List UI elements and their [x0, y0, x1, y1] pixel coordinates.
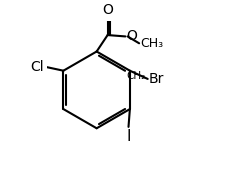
Text: Cl: Cl: [30, 60, 43, 74]
Text: CH₂: CH₂: [126, 71, 145, 81]
Text: O: O: [126, 29, 136, 43]
Text: CH₃: CH₃: [140, 37, 163, 50]
Text: Br: Br: [148, 72, 163, 86]
Text: I: I: [126, 129, 130, 144]
Text: O: O: [102, 2, 112, 17]
